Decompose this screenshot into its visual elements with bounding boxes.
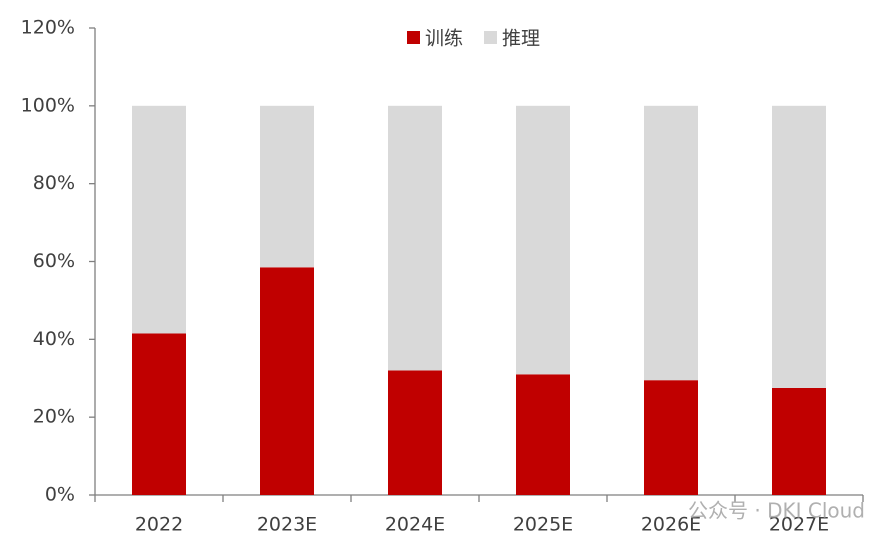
bar-segment: [644, 380, 698, 495]
y-tick-label: 80%: [33, 172, 75, 194]
legend-swatch: [407, 31, 420, 44]
bar-segment: [644, 105, 698, 381]
bar-segment: [388, 105, 442, 371]
y-tick-label: 40%: [33, 328, 75, 350]
y-tick-label: 20%: [33, 406, 75, 428]
bar-segment: [260, 105, 314, 268]
x-tick-label: 2026E: [641, 514, 701, 536]
x-tick-label: 2025E: [513, 514, 573, 536]
x-tick-label: 2027E: [769, 514, 829, 536]
bar-segment: [772, 387, 826, 495]
bar-segment: [388, 370, 442, 495]
bar-segment: [772, 105, 826, 388]
bar-segment: [516, 374, 570, 495]
legend-swatch: [484, 31, 497, 44]
x-tick-label: 2024E: [385, 514, 445, 536]
y-tick-label: 120%: [21, 17, 75, 39]
y-tick-label: 100%: [21, 94, 75, 116]
legend-label: 推理: [502, 28, 540, 50]
x-tick-label: 2023E: [257, 514, 317, 536]
y-tick-label: 60%: [33, 250, 75, 272]
watermark: 公众号 · DKI Cloud: [688, 499, 865, 523]
x-tick-label: 2022: [135, 514, 183, 536]
bar-segment: [132, 333, 186, 495]
legend-label: 训练: [425, 28, 463, 50]
bar-segment: [516, 105, 570, 375]
bar-segment: [132, 105, 186, 334]
bar-segment: [260, 267, 314, 495]
y-tick-label: 0%: [45, 484, 75, 506]
